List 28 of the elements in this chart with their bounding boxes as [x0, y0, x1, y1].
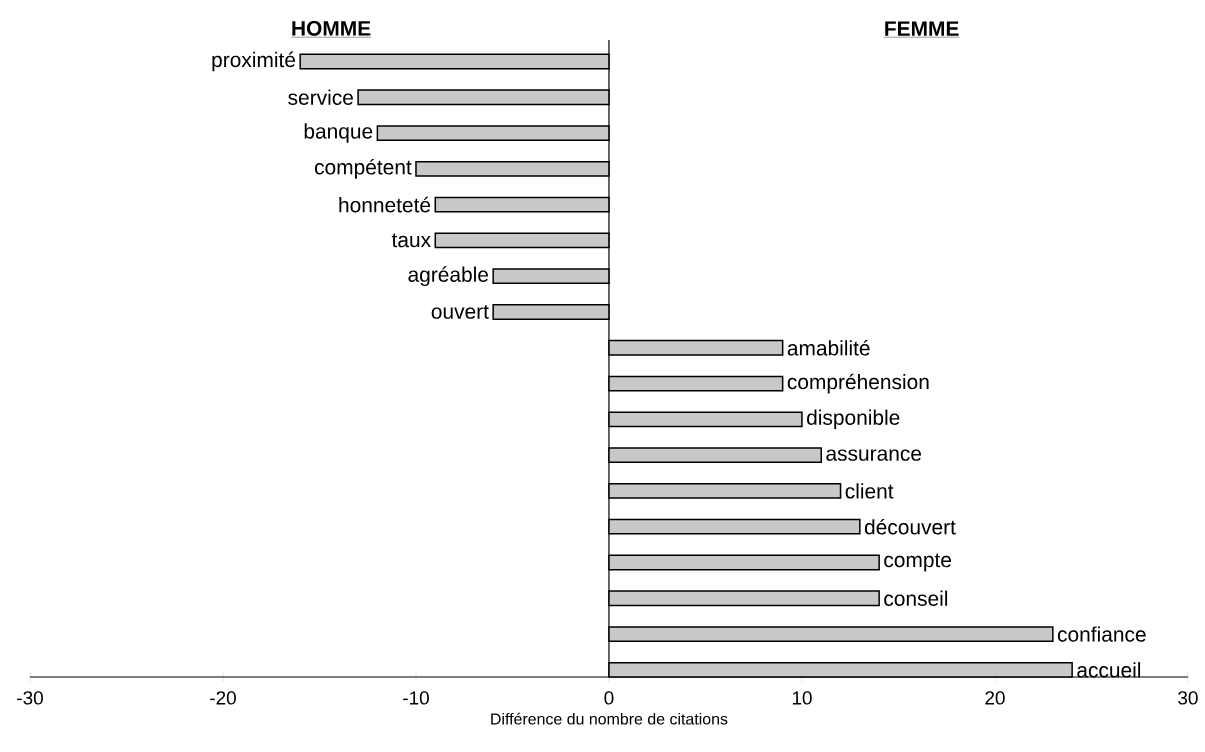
y-tick-label: confiance — [1057, 626, 1146, 642]
x-tick-label: 30 — [1178, 691, 1198, 705]
y-tick-label: amabilité — [787, 339, 870, 356]
y-tick-label: découvert — [864, 518, 956, 535]
y-tick-label: service — [288, 89, 353, 105]
y-tick-label: banque — [304, 123, 373, 143]
y-tick-label: assurance — [826, 449, 922, 461]
y-tick-label: honneteté — [339, 196, 431, 213]
x-tick-label: 10 — [792, 691, 812, 705]
text: HOMME — [292, 20, 371, 36]
y-tick-label: client — [845, 483, 894, 499]
y-tick-label: disponible — [807, 409, 900, 430]
x-tick-label: -30 — [17, 691, 43, 705]
y-tick-label: compréhension — [787, 373, 929, 394]
x-tick-label: -10 — [403, 691, 429, 705]
y-tick-label: proximité — [212, 51, 296, 72]
text: FEMME — [885, 21, 959, 36]
x-tick-label: 20 — [985, 691, 1005, 705]
y-tick-label: compétent — [314, 158, 412, 179]
y-tick-label: ouvert — [431, 305, 489, 319]
y-tick-label: agréable — [408, 266, 489, 287]
x-axis-title: Différence du nombre de citations — [491, 712, 728, 725]
y-tick-label: taux — [391, 233, 431, 248]
y-tick-label: conseil — [884, 590, 948, 606]
x-tick-label: -20 — [210, 691, 236, 705]
y-tick-label: compte — [884, 553, 952, 572]
y-tick-label: accueil — [1077, 662, 1141, 678]
x-tick-label: 0 — [604, 691, 614, 705]
